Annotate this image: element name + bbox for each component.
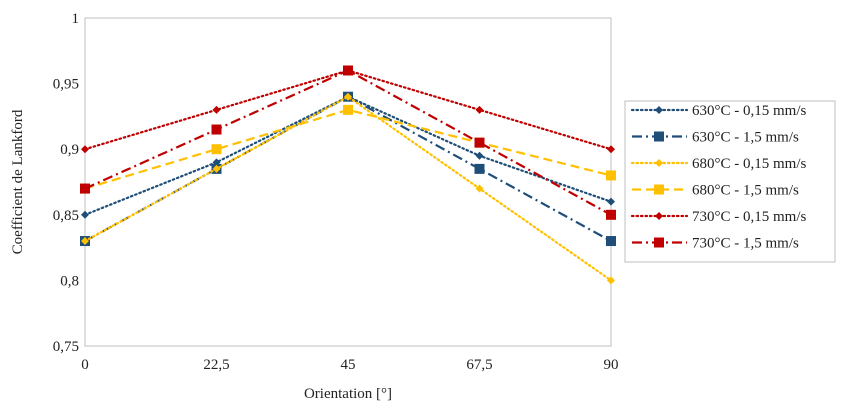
data-point	[474, 163, 485, 174]
data-point	[81, 145, 89, 154]
data-point	[211, 124, 222, 135]
y-axis-ticks: 0,75 0,8 0,85 0,9 0,95 1	[53, 11, 79, 355]
legend-item: 730°C - 1,5 mm/s	[632, 236, 799, 252]
data-point	[212, 105, 221, 114]
data-point	[474, 137, 485, 148]
legend-item: 630°C - 1,5 mm/s	[632, 130, 799, 146]
legend-item: 630°C - 0,15 mm/s	[630, 103, 807, 119]
legend-marker	[654, 237, 664, 248]
x-tick-label: 45	[341, 357, 356, 373]
x-tick-label: 90	[604, 357, 619, 373]
legend-marker	[654, 184, 664, 195]
data-point	[606, 209, 616, 220]
data-point	[343, 104, 353, 115]
legend-label: 630°C - 0,15 mm/s	[692, 103, 807, 119]
y-tick-label: 0,75	[53, 339, 79, 355]
legend-marker	[655, 212, 663, 220]
legend-item: 730°C - 0,15 mm/s	[630, 209, 807, 225]
series-6	[80, 65, 616, 220]
y-tick-label: 1	[72, 11, 80, 27]
x-tick-label: 22,5	[203, 357, 229, 373]
data-point	[475, 105, 484, 114]
series-layer	[80, 65, 616, 285]
data-point	[344, 92, 352, 101]
data-point	[475, 151, 484, 160]
legend-marker	[655, 106, 663, 114]
data-point	[212, 164, 221, 173]
legend-box	[624, 100, 836, 263]
y-tick-label: 0,9	[60, 142, 79, 158]
data-point	[81, 237, 89, 246]
data-point	[81, 210, 89, 219]
data-point	[606, 236, 616, 247]
x-axis-label: Orientation [°]	[304, 386, 392, 402]
legend-label: 680°C - 0,15 mm/s	[692, 156, 807, 172]
legend-label: 730°C - 1,5 mm/s	[692, 236, 799, 252]
x-tick-label: 67,5	[466, 357, 492, 373]
data-point	[607, 197, 615, 206]
legend: 630°C - 0,15 mm/s 630°C - 1,5 mm/s 680°C -…	[624, 100, 836, 263]
legend-item: 680°C - 1,5 mm/s	[632, 183, 799, 199]
legend-label: 630°C - 1,5 mm/s	[692, 130, 799, 146]
x-axis-ticks: 0 22,5 45 67,5 90	[81, 357, 618, 373]
data-point	[80, 183, 90, 194]
data-point	[211, 144, 222, 155]
legend-marker	[654, 131, 664, 142]
data-point	[606, 170, 616, 181]
y-axis-label: Coefficient de Lankford	[10, 109, 26, 254]
legend-label: 730°C - 0,15 mm/s	[692, 209, 807, 225]
data-point	[475, 184, 484, 193]
data-point	[343, 65, 353, 76]
x-tick-label: 0	[81, 357, 89, 373]
series-3	[81, 92, 615, 285]
data-point	[607, 276, 615, 285]
data-point	[607, 145, 615, 154]
series-line	[83, 95, 613, 282]
y-tick-label: 0,95	[53, 77, 79, 93]
legend-label: 680°C - 1,5 mm/s	[692, 183, 799, 199]
legend-item: 680°C - 0,15 mm/s	[630, 156, 807, 172]
legend-marker	[655, 159, 663, 167]
y-tick-label: 0,8	[60, 273, 79, 289]
y-tick-label: 0,85	[53, 208, 79, 224]
